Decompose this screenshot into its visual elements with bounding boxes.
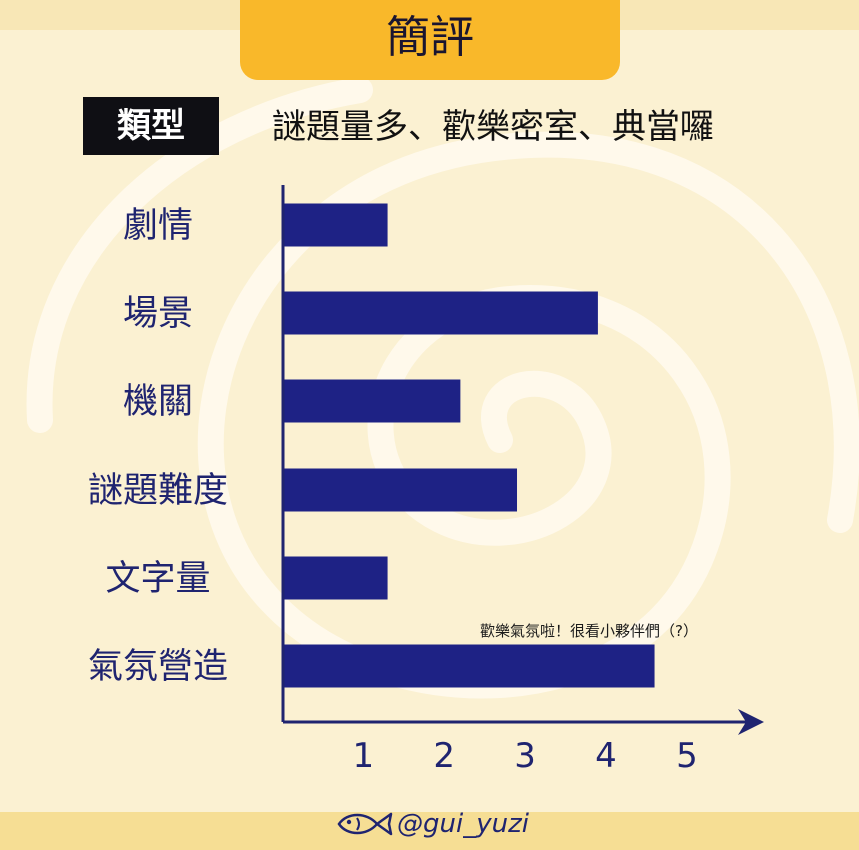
fish-icon xyxy=(337,812,393,836)
x-tick-label-0: 1 xyxy=(352,736,374,776)
page-title: 簡評 xyxy=(386,12,474,63)
footer-handle: @gui_yuzi xyxy=(397,809,529,839)
category-label-2: 機關 xyxy=(123,382,193,422)
x-tick-label-3: 4 xyxy=(595,736,617,776)
category-label-1: 場景 xyxy=(123,294,193,334)
bar-2 xyxy=(283,379,461,423)
title-banner xyxy=(240,0,620,80)
bar-3 xyxy=(283,468,518,512)
x-axis-arrow xyxy=(738,709,764,735)
bar-0 xyxy=(283,203,388,247)
category-label-3: 謎題難度 xyxy=(88,471,228,511)
bar-1 xyxy=(283,291,598,335)
x-tick-label-1: 2 xyxy=(433,736,455,776)
category-label-5: 氣氛營造 xyxy=(88,647,228,687)
type-value: 謎題量多、歡樂密室、典當囉 xyxy=(272,107,714,147)
bottom-strip xyxy=(0,812,859,850)
type-badge: 類型 xyxy=(83,97,219,155)
category-label-4: 文字量 xyxy=(105,559,210,599)
bar-4 xyxy=(283,556,388,600)
x-tick-label-4: 5 xyxy=(676,736,698,776)
x-tick-label-2: 3 xyxy=(514,736,536,776)
bar-5 xyxy=(283,644,655,688)
bar-annotation: 歡樂氣氛啦！很看小夥伴們（?） xyxy=(480,622,698,640)
category-label-0: 劇情 xyxy=(123,206,193,246)
